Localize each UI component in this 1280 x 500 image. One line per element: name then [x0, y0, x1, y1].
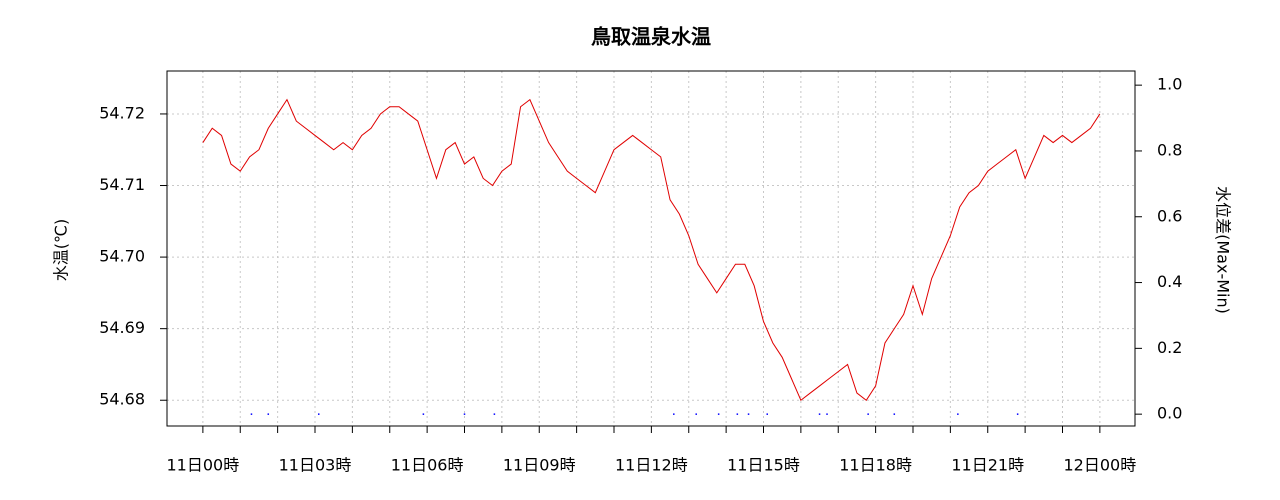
level-point: [893, 413, 896, 415]
x-tick-label: 11日12時: [615, 456, 688, 475]
level-point: [826, 413, 828, 415]
y-tick-label: 54.69: [99, 318, 145, 337]
level-point: [1016, 413, 1019, 415]
y2-tick-label: 0.0: [1157, 404, 1182, 423]
level-point: [736, 413, 739, 415]
y2-tick-label: 0.4: [1157, 272, 1182, 291]
x-tick-label: 11日18時: [839, 456, 912, 475]
x-tick-label: 11日00時: [167, 456, 240, 475]
level-point: [673, 413, 675, 415]
level-point: [766, 413, 768, 415]
x-tick-label: 11日15時: [727, 456, 800, 475]
level-point: [422, 413, 425, 415]
y-tick-label: 54.70: [99, 247, 145, 266]
level-point: [250, 413, 253, 415]
temperature-line: [202, 98, 1101, 402]
chart-title: 鳥取温泉水温: [591, 25, 711, 49]
y-tick-label: 54.72: [99, 103, 145, 122]
y2-tick-label: 0.6: [1157, 206, 1182, 225]
y2-tick-label: 1.0: [1157, 75, 1182, 94]
y2-tick-label: 0.8: [1157, 140, 1182, 159]
x-tick-label: 12日00時: [1064, 456, 1137, 475]
level-point: [317, 413, 320, 415]
x-tick-label: 11日03時: [279, 456, 352, 475]
y-tick-label: 54.68: [99, 390, 145, 409]
y-axis-label: 水温(℃): [52, 219, 71, 281]
level-point: [957, 413, 959, 415]
level-point: [493, 413, 496, 415]
level-point: [717, 413, 720, 415]
level-point: [695, 413, 697, 415]
x-tick-label: 11日09時: [503, 456, 576, 475]
level-point: [818, 413, 821, 415]
x-tick-label: 11日06時: [391, 456, 464, 475]
y-tick-label: 54.71: [99, 175, 145, 194]
level-point: [267, 413, 270, 415]
x-tick-label: 11日21時: [951, 456, 1024, 475]
plot-frame: [166, 70, 1136, 427]
level-point: [747, 413, 750, 415]
y2-tick-label: 0.2: [1157, 338, 1182, 357]
level-point: [463, 413, 466, 415]
y2-axis-label: 水位差(Max-Min): [1214, 186, 1233, 314]
level-point: [867, 413, 869, 415]
